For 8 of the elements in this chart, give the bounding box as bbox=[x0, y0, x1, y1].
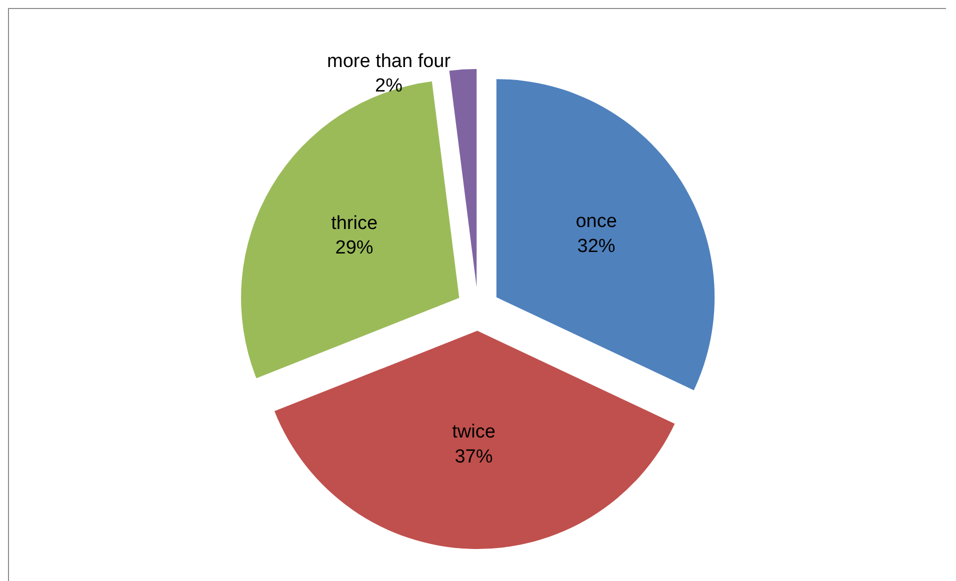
data-label: 29% bbox=[335, 238, 374, 259]
slice-label: thrice bbox=[331, 213, 378, 234]
data-label: 2% bbox=[375, 76, 403, 97]
slice-label: twice bbox=[452, 422, 496, 443]
data-label: 32% bbox=[577, 236, 616, 257]
slice-label: more than four bbox=[327, 51, 452, 72]
data-label: 37% bbox=[454, 446, 493, 468]
slice-label: once bbox=[576, 211, 617, 232]
